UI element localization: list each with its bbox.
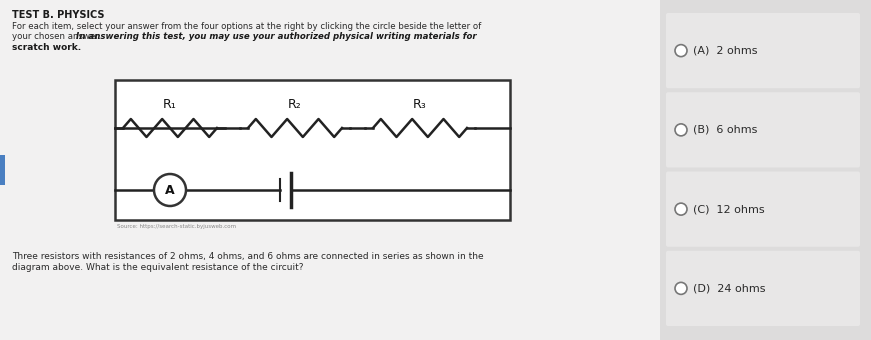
Text: In answering this test, you may use your authorized physical writing materials f: In answering this test, you may use your… [76,32,476,41]
FancyBboxPatch shape [666,13,860,88]
Circle shape [675,45,687,57]
Text: R₃: R₃ [413,98,427,111]
Text: A: A [165,184,175,197]
Text: Three resistors with resistances of 2 ohms, 4 ohms, and 6 ohms are connected in : Three resistors with resistances of 2 oh… [12,252,483,261]
Text: Source: https://search-static.byjusweb.com: Source: https://search-static.byjusweb.c… [117,224,236,229]
Text: (D)  24 ohms: (D) 24 ohms [693,283,766,293]
Text: TEST B. PHYSICS: TEST B. PHYSICS [12,10,105,20]
Text: (A)  2 ohms: (A) 2 ohms [693,46,758,56]
Circle shape [675,283,687,294]
Text: R₁: R₁ [163,98,177,111]
FancyBboxPatch shape [666,171,860,247]
Text: (C)  12 ohms: (C) 12 ohms [693,204,765,214]
Text: R₂: R₂ [288,98,302,111]
Text: diagram above. What is the equivalent resistance of the circuit?: diagram above. What is the equivalent re… [12,263,303,272]
FancyBboxPatch shape [666,92,860,168]
FancyBboxPatch shape [666,251,860,326]
Text: your chosen answer.: your chosen answer. [12,32,104,41]
Circle shape [675,124,687,136]
Bar [0,0,660,340]
Text: For each item, select your answer from the four options at the right by clicking: For each item, select your answer from t… [12,22,482,31]
Circle shape [675,203,687,215]
Text: scratch work.: scratch work. [12,43,81,52]
Bar [660,0,871,340]
Bar [115,80,510,220]
Bar [0,155,5,185]
Text: (B)  6 ohms: (B) 6 ohms [693,125,758,135]
Circle shape [154,174,186,206]
